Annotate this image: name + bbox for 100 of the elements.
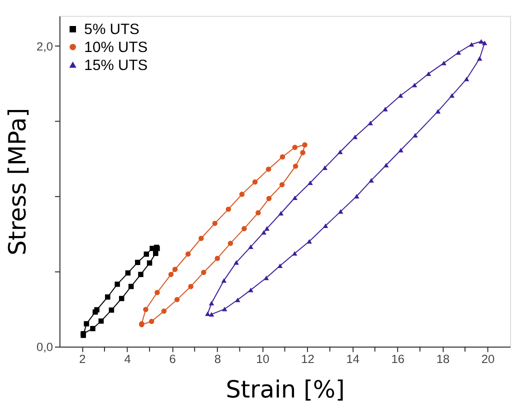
point — [398, 148, 404, 152]
point — [105, 294, 110, 300]
point — [239, 192, 245, 197]
point — [188, 284, 194, 290]
x-tick-label: 14 — [346, 352, 360, 366]
point — [384, 162, 389, 168]
point — [134, 260, 140, 266]
point — [161, 308, 167, 314]
point — [108, 307, 114, 313]
point — [264, 276, 269, 280]
point — [98, 318, 104, 324]
point — [264, 226, 270, 231]
point — [278, 210, 284, 216]
point — [118, 296, 124, 302]
point — [198, 236, 204, 241]
point — [256, 210, 261, 216]
point — [174, 296, 180, 302]
point — [468, 42, 474, 47]
x-axis-title: Strain [%] — [226, 376, 345, 404]
point — [441, 60, 446, 66]
x-tick-label: 20 — [481, 352, 496, 366]
point — [482, 40, 488, 46]
point — [449, 93, 455, 98]
point — [292, 144, 298, 150]
point — [338, 150, 343, 154]
point — [435, 109, 441, 114]
point — [322, 165, 328, 170]
point — [201, 270, 206, 275]
point — [368, 120, 373, 126]
point — [382, 106, 388, 112]
point — [148, 318, 154, 324]
point — [322, 223, 328, 228]
point — [292, 251, 298, 256]
point — [306, 239, 312, 244]
point — [300, 150, 306, 156]
point — [114, 282, 120, 287]
point — [279, 182, 285, 188]
point — [144, 252, 150, 257]
point — [302, 142, 308, 148]
point — [248, 288, 254, 292]
y-tick-label: 0,0 — [36, 340, 54, 354]
point — [234, 260, 239, 265]
point — [90, 326, 96, 332]
point — [222, 306, 228, 312]
point — [456, 50, 462, 55]
point — [398, 93, 404, 98]
point — [226, 206, 232, 212]
point — [143, 306, 148, 312]
point — [280, 154, 286, 160]
point — [292, 195, 298, 200]
point — [352, 134, 358, 140]
x-tick-label: 2 — [79, 352, 86, 366]
x-tick-label: 16 — [391, 352, 405, 366]
point — [146, 260, 152, 266]
point — [235, 298, 240, 302]
point — [153, 250, 158, 256]
point — [292, 164, 298, 169]
point — [168, 272, 174, 278]
x-tick-label: 18 — [436, 352, 450, 366]
point — [248, 244, 254, 250]
x-tick-label: 4 — [124, 352, 132, 366]
x-tick-label: 12 — [301, 352, 314, 366]
point — [308, 180, 313, 185]
x-tick-label: 10 — [256, 352, 270, 366]
legend-label: 15% UTS — [84, 58, 148, 74]
point — [412, 82, 418, 88]
y-tick-label: 2,0 — [36, 39, 54, 54]
point — [154, 290, 160, 296]
point — [261, 230, 266, 235]
point — [464, 76, 470, 82]
point — [412, 132, 418, 138]
point — [252, 179, 258, 185]
point — [242, 226, 247, 232]
point — [212, 220, 218, 226]
point — [368, 178, 374, 183]
point — [477, 56, 482, 61]
point — [125, 270, 131, 276]
point — [478, 39, 484, 44]
point — [172, 266, 178, 272]
y-axis-title: Stress [MPa] — [4, 108, 32, 256]
x-tick-label: 6 — [169, 352, 176, 366]
point — [205, 311, 210, 316]
legend-label: 10% UTS — [84, 40, 148, 56]
point — [84, 321, 90, 326]
point — [266, 166, 272, 172]
point — [208, 312, 214, 317]
point — [128, 284, 134, 290]
legend-label: 5% UTS — [84, 22, 140, 38]
point — [277, 263, 283, 268]
point — [214, 256, 220, 261]
point — [185, 251, 191, 257]
point — [208, 300, 214, 306]
point — [228, 240, 234, 246]
line-series — [139, 142, 308, 328]
x-tick-label: 8 — [214, 352, 222, 366]
line-series — [205, 39, 488, 317]
point — [266, 196, 272, 202]
point — [354, 194, 360, 199]
point — [94, 307, 100, 312]
point — [138, 272, 144, 278]
